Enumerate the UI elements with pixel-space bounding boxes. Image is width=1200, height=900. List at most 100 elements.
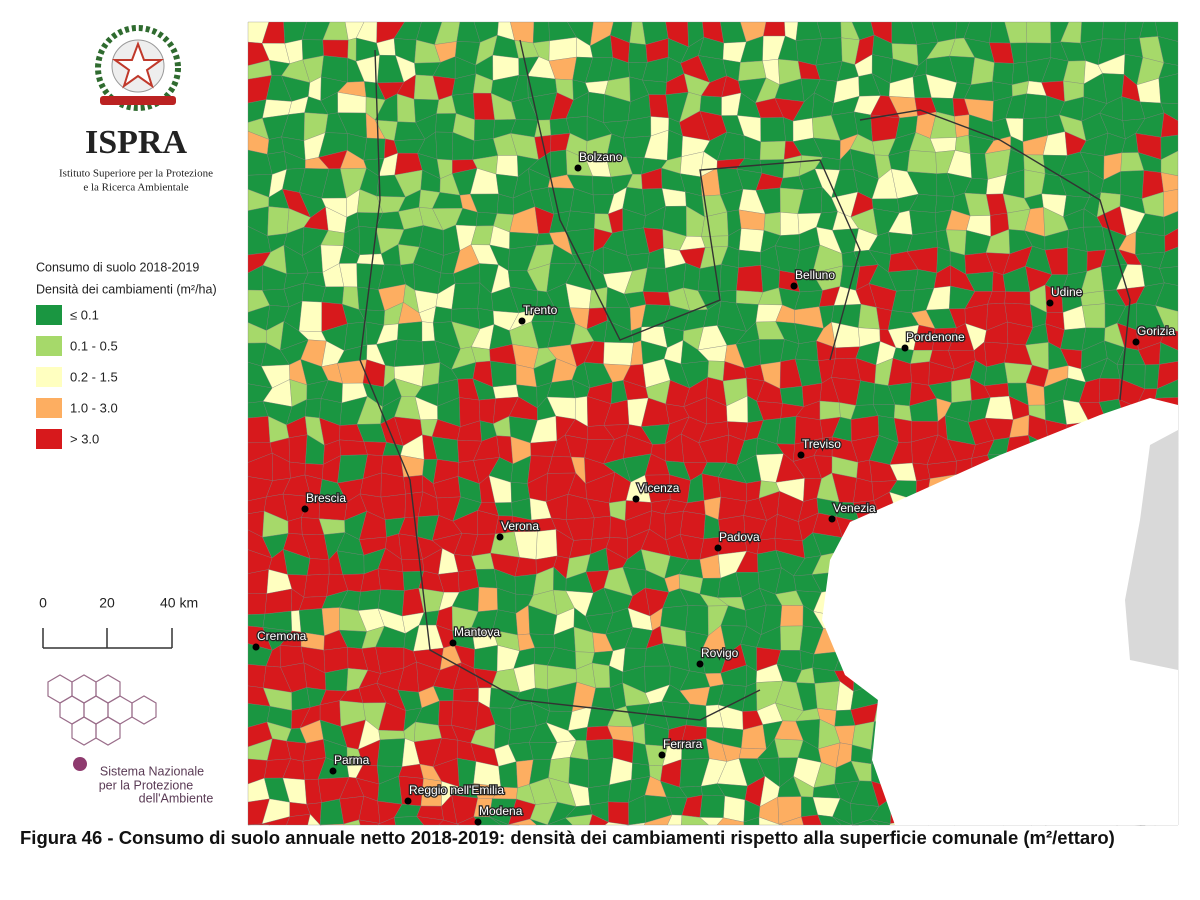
municipality: [337, 359, 367, 384]
city-dot: [828, 515, 836, 523]
municipality: [1120, 170, 1145, 199]
legend-swatch: [36, 336, 62, 356]
city-label: Verona: [501, 519, 539, 533]
municipality: [347, 37, 357, 62]
city-label: Vicenza: [637, 481, 680, 495]
city-label: Mantova: [454, 625, 500, 639]
legend-title: Densità dei cambiamenti (m²/ha): [36, 282, 217, 296]
scale-bar: [42, 628, 173, 649]
municipality: [397, 321, 423, 342]
city-dot: [901, 344, 909, 352]
municipality: [565, 210, 596, 232]
municipality: [1067, 247, 1088, 275]
municipality: [1023, 93, 1047, 119]
municipality: [547, 456, 576, 474]
city-dot: [404, 797, 412, 805]
municipality: [738, 60, 767, 82]
legend-title: Consumo di suolo 2018-2019: [36, 260, 199, 274]
municipality: [970, 57, 995, 85]
municipality: [363, 441, 387, 456]
city-labels: Bolzano Trento Belluno Udine Pordenone Gorizi…: [252, 149, 1177, 826]
municipality: [1102, 21, 1127, 40]
snpa-text: dell'Ambiente: [139, 791, 214, 805]
municipality: [533, 663, 548, 690]
municipality: [851, 721, 875, 750]
municipality: [760, 117, 786, 143]
snpa-logo: [47, 674, 157, 771]
municipality: [736, 290, 764, 305]
municipality: [1026, 21, 1052, 44]
municipality: [699, 794, 726, 818]
municipality: [247, 416, 271, 444]
municipality: [1083, 226, 1107, 252]
municipality: [814, 681, 840, 711]
municipality: [298, 301, 322, 332]
municipality: [853, 477, 874, 503]
city-label: Rovigo: [701, 646, 739, 660]
city-dot: [1132, 338, 1140, 346]
municipality: [478, 398, 496, 424]
city-label: Gorizia: [1137, 324, 1175, 338]
legend-label: 0.1 - 0.5: [70, 338, 118, 353]
municipality: [792, 118, 814, 142]
municipality: [421, 362, 441, 387]
region-border: [519, 39, 861, 361]
city-dot: [329, 767, 337, 775]
city-label: Modena: [479, 804, 523, 818]
municipality: [438, 700, 454, 726]
municipality: [403, 475, 424, 495]
city-dot: [658, 751, 666, 759]
municipality: [303, 573, 330, 598]
municipality: [586, 738, 614, 761]
legend-label: 0.2 - 1.5: [70, 369, 118, 384]
municipality: [832, 816, 859, 826]
municipality: [472, 92, 495, 121]
city-dot: [574, 164, 582, 172]
municipality: [535, 529, 558, 560]
municipality: [377, 738, 406, 767]
city-label: Pordenone: [906, 330, 965, 344]
municipality: [474, 119, 495, 141]
municipality: [907, 150, 937, 174]
municipality: [914, 269, 937, 291]
municipality: [247, 569, 269, 594]
city-label: Parma: [334, 753, 370, 767]
municipality: [819, 400, 841, 420]
municipality: [951, 378, 972, 403]
municipality: [363, 137, 386, 161]
municipality: [603, 342, 634, 366]
municipality: [870, 114, 900, 142]
city-dot: [714, 544, 722, 552]
municipality: [307, 813, 322, 826]
city-label: Brescia: [306, 491, 346, 505]
snpa-text: per la Protezione: [99, 778, 194, 792]
municipality: [719, 264, 739, 292]
city-dot: [797, 451, 805, 459]
city-label: Trento: [523, 303, 558, 317]
municipality: [514, 574, 537, 596]
municipality: [339, 439, 368, 456]
municipality: [451, 282, 481, 310]
municipality: [1011, 61, 1029, 85]
city-label: Belluno: [795, 268, 835, 282]
city-label: Ferrara: [663, 737, 703, 751]
city-dot: [696, 660, 704, 668]
city-label: Cremona: [257, 629, 307, 643]
municipality: [736, 265, 764, 293]
municipality: [642, 267, 669, 293]
city-label: Treviso: [802, 437, 841, 451]
city-label: Udine: [1051, 285, 1083, 299]
municipality: [380, 493, 406, 520]
city-label: Bolzano: [579, 150, 623, 164]
municipality: [780, 212, 800, 236]
municipality: [831, 357, 861, 381]
city-dot: [449, 639, 457, 647]
municipality: [701, 235, 729, 248]
municipality: [433, 306, 452, 324]
municipality: [356, 253, 385, 266]
municipality: [780, 605, 804, 627]
legend-swatch: [36, 305, 62, 325]
municipality: [738, 228, 765, 253]
municipality: [548, 37, 577, 62]
